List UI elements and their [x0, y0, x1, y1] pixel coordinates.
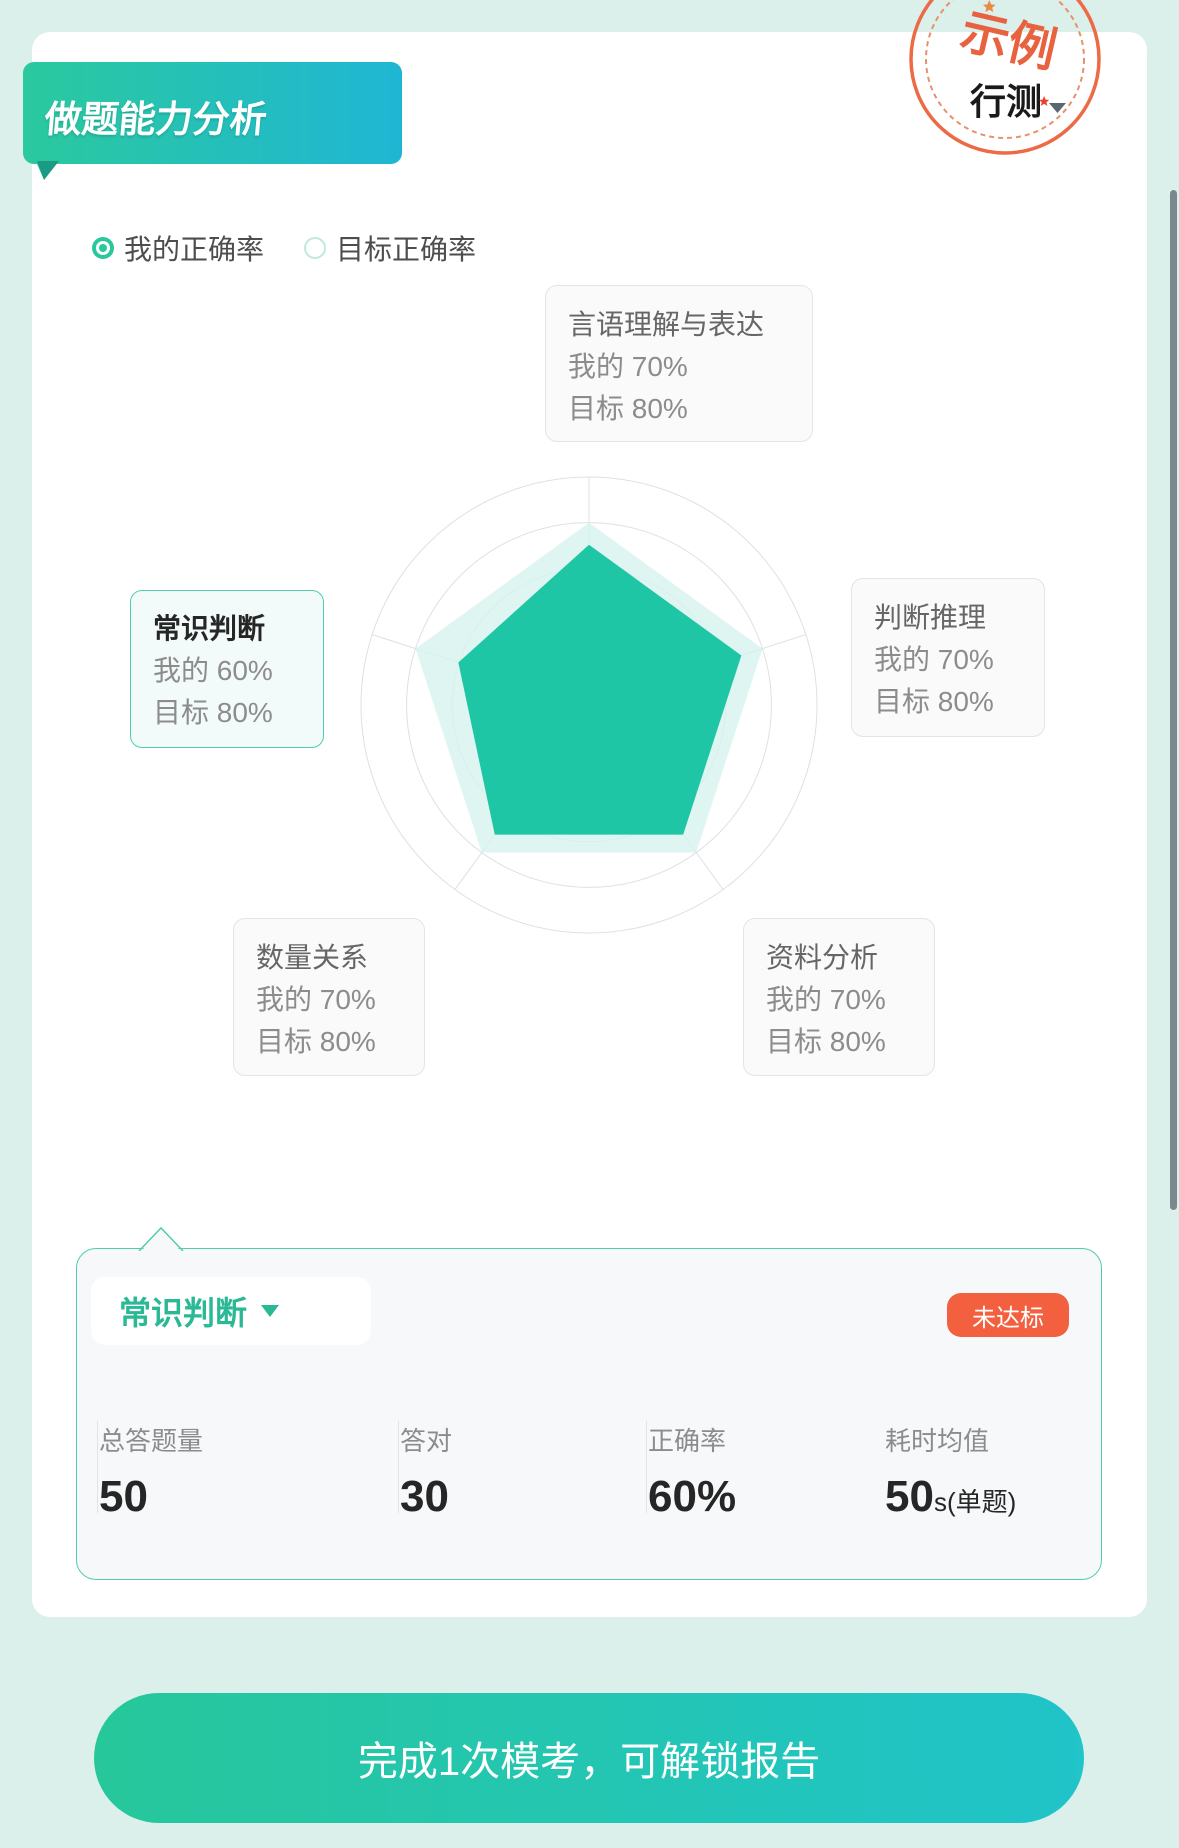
svg-text:示例: 示例: [956, 5, 1061, 78]
svg-text:行测: 行测: [970, 81, 1042, 122]
